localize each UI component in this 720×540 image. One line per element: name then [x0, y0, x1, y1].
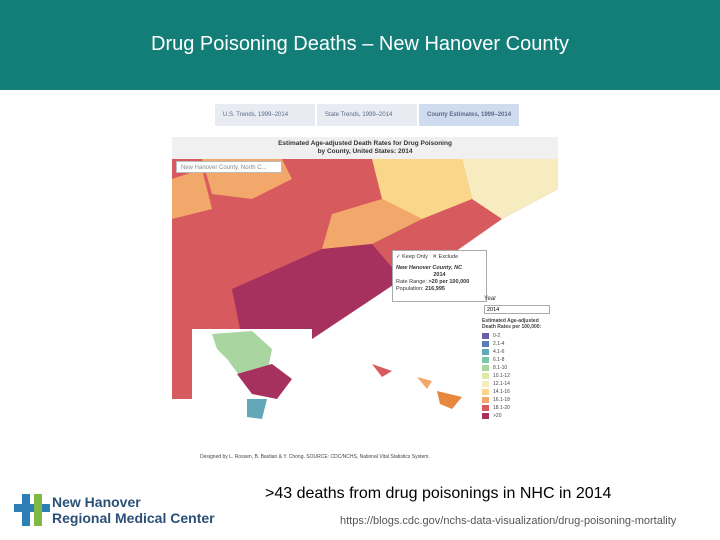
map-title-line: Estimated Age-adjusted Death Rates for D…	[278, 140, 452, 147]
logo-text: Regional Medical Center	[52, 510, 215, 526]
credit: Designed by L. Rossen, B. Bastian & Y. C…	[200, 454, 430, 460]
legend-item: 0-2	[482, 332, 557, 340]
legend-label: 14.1-16	[493, 389, 510, 395]
keep-button[interactable]: ✓ Keep Only	[396, 254, 428, 260]
legend-swatch	[482, 357, 489, 363]
tab[interactable]: County Estimates, 1999–2014	[419, 104, 519, 126]
logo-mark	[14, 494, 50, 526]
legend-swatch	[482, 389, 489, 395]
legend-item: 6.1-8	[482, 356, 557, 364]
legend-item: 14.1-16	[482, 388, 557, 396]
legend-label: 8.1-10	[493, 365, 508, 371]
year-select[interactable]: 2014	[484, 305, 550, 314]
value: >20 per 100,000	[428, 279, 470, 285]
slide-title: Drug Poisoning Deaths – New Hanover Coun…	[151, 33, 569, 55]
legend-item: 2.1-4	[482, 340, 557, 348]
legend-label: 6.1-8	[493, 357, 505, 363]
legend-swatch	[482, 365, 489, 371]
row: Population: 216,995	[396, 286, 483, 293]
exclude-button[interactable]: ✕ Exclude	[432, 254, 459, 260]
legend-label: 2.1-4	[493, 341, 505, 347]
legend-title: Estimated Age-adjusted Death Rates per 1…	[482, 318, 542, 330]
year: 2014	[433, 272, 446, 278]
legend-label: 18.1-20	[493, 405, 510, 411]
legend-swatch	[482, 413, 489, 419]
map-title: Estimated Age-adjusted Death Rates for D…	[172, 137, 558, 159]
tab[interactable]: State Trends, 1999–2014	[317, 104, 417, 126]
legend-swatch	[482, 341, 489, 347]
legend-swatch	[482, 373, 489, 379]
legend-swatch	[482, 381, 489, 387]
caption: >43 deaths from drug poisonings in NHC i…	[265, 485, 612, 502]
legend-item: 18.1-20	[482, 404, 557, 412]
label: Rate Range:	[396, 279, 427, 285]
legend-items: 0-2 2.1-4 4.1-6 6.1-8 8.1-10 10.1-12 12.1-14 14…	[482, 332, 557, 420]
legend-label: 16.1-18	[493, 397, 510, 403]
county-name: New Hanover County, NC	[396, 265, 463, 271]
legend-swatch	[482, 397, 489, 403]
action[interactable]: ✓ Keep Only ✕ Exclude	[396, 254, 483, 261]
tab[interactable]: U.S. Trends, 1999–2014	[215, 104, 315, 126]
legend-label: 12.1-14	[493, 381, 510, 387]
legend-item: 10.1-12	[482, 372, 557, 380]
source-url: https://blogs.cdc.gov/nchs-data-visualiz…	[340, 515, 677, 527]
map-title-line: by County, United States: 2014	[317, 148, 413, 155]
tooltip: ✓ Keep Only ✕ Exclude New Hanover County…	[392, 250, 487, 302]
logo-text: New Hanover	[52, 494, 141, 510]
legend-item: 8.1-10	[482, 364, 557, 372]
year-label: Year	[484, 296, 497, 302]
legend-label: 10.1-12	[493, 373, 510, 379]
map	[172, 159, 558, 444]
legend-item: 12.1-14	[482, 380, 557, 388]
label: Population:	[396, 286, 424, 292]
legend-item: 4.1-6	[482, 348, 557, 356]
header-band	[0, 0, 720, 90]
legend-swatch	[482, 405, 489, 411]
legend-item: 16.1-18	[482, 396, 557, 404]
legend-label: >20	[493, 413, 502, 419]
legend: Estimated Age-adjusted Death Rates per 1…	[482, 318, 557, 420]
legend-item: >20	[482, 412, 557, 420]
search-box[interactable]: New Hanover County, North C...	[176, 161, 282, 173]
legend-label: 0-2	[493, 333, 501, 339]
value: 216,995	[425, 286, 445, 292]
legend-label: 4.1-6	[493, 349, 505, 355]
legend-swatch	[482, 333, 489, 339]
legend-swatch	[482, 349, 489, 355]
row: Rate Range: >20 per 100,000	[396, 279, 483, 286]
